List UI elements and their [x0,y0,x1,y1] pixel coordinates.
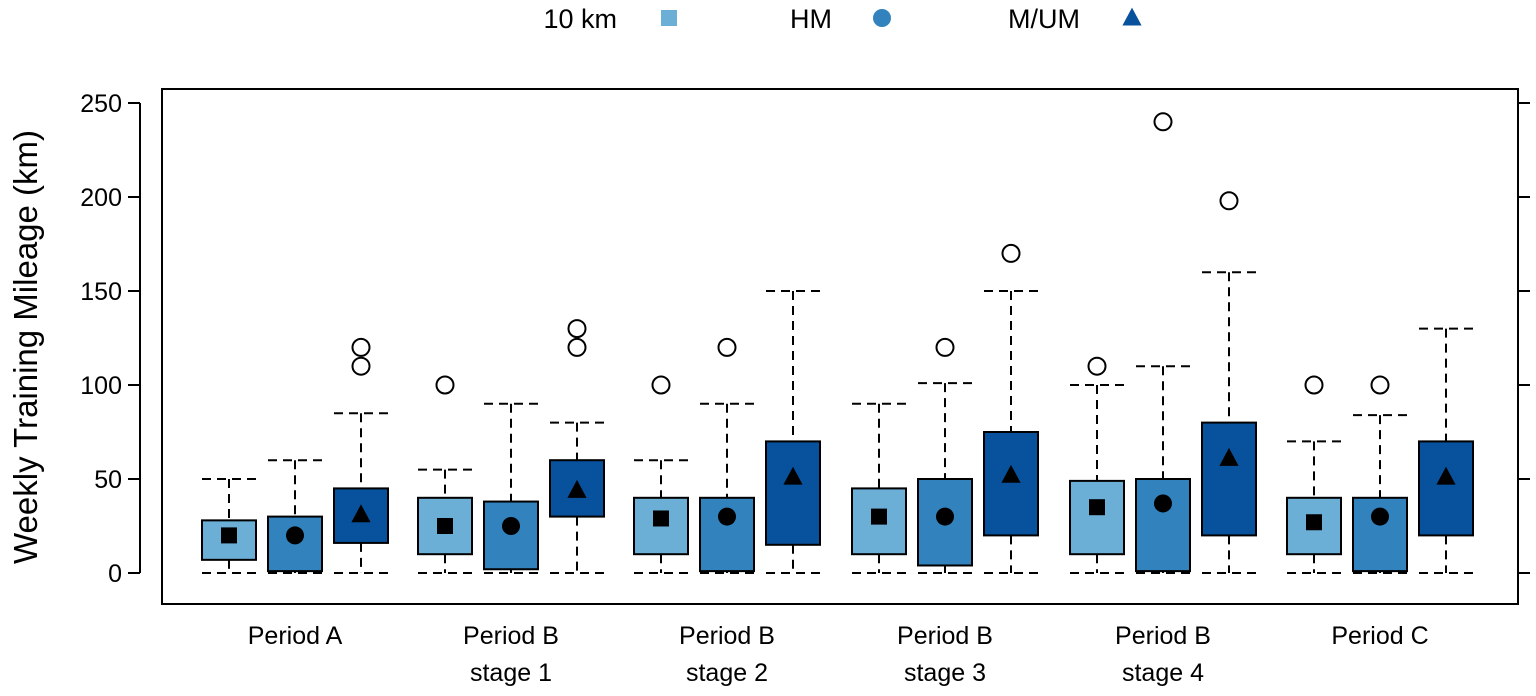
box-10km-group-4 [851,402,907,574]
outlier-point [567,319,587,339]
box-10km-group-2 [417,375,473,574]
box-iqr [1201,421,1257,537]
box-iqr [549,459,605,518]
box-mum-group-5 [1201,191,1257,574]
median-marker-triangle [783,466,803,485]
outlier-point [1219,191,1239,211]
category-label-line: Period C [1331,622,1428,650]
median-marker-circle [502,517,520,535]
median-marker-triangle [567,479,587,498]
legend-item-10km: 10 km [543,4,677,34]
outlier-point [351,356,371,376]
category-label-line: Period B [679,622,775,650]
outlier-point [935,337,955,357]
box-hm-group-5 [1135,112,1191,574]
category-label-1: Period A [248,622,343,650]
y-axis-right-ticks [1518,102,1530,574]
legend-label: M/UM [1008,4,1080,34]
box-iqr [483,500,539,571]
box-hm-group-2 [483,402,539,574]
box-10km-group-5 [1069,356,1125,574]
box-hm-group-3 [699,337,755,574]
outlier-point [717,337,737,357]
legend-item-mum: M/UM [1008,4,1142,34]
y-tick-label: 100 [80,372,122,400]
legend-square-icon [661,10,677,26]
y-tick-label: 50 [94,466,122,494]
legend-circle-icon [873,9,891,27]
outlier-point [1153,112,1173,132]
category-label-4: Period B stage 3 [897,622,993,687]
outlier-point [351,337,371,357]
box-10km-group-1 [201,478,257,574]
plot-frame [161,88,1519,605]
y-tick-label: 250 [80,90,122,118]
legend-label: HM [790,4,832,34]
y-axis: 0 50 100 150 200 250 [80,90,141,588]
median-marker-circle [936,507,954,526]
category-label-3: Period B stage 2 [679,622,775,687]
median-marker-square [437,518,453,534]
category-label-line: Period B [1115,622,1211,650]
box-10km-group-6 [1286,375,1342,574]
box-mum-group-6 [1418,327,1474,574]
box-mum-group-4 [983,243,1039,574]
outlier-point [1087,356,1107,376]
y-tick-label: 0 [108,560,122,588]
outlier-point [651,375,671,395]
y-axis-label: Weekly Training Mileage (km) [7,130,44,564]
median-marker-triangle [1436,466,1456,485]
box-iqr [765,440,821,546]
category-label-line: stage 2 [686,659,768,687]
box-iqr [1069,479,1125,556]
legend: 10 km HM M/UM [543,4,1142,34]
median-marker-circle [1154,494,1172,513]
median-marker-circle [286,526,304,545]
median-marker-square [653,510,669,527]
outlier-point [567,337,587,357]
median-marker-square [1306,514,1322,531]
category-label-line: Period A [248,622,343,650]
category-label-6: Period C [1331,622,1428,650]
y-tick-label: 150 [80,278,122,306]
median-marker-square [871,508,887,525]
median-marker-triangle [1219,447,1239,466]
legend-label: 10 km [543,4,617,34]
median-marker-triangle [351,504,371,523]
category-label-line: stage 3 [904,659,986,687]
box-hm-group-1 [267,459,323,574]
box-hm-group-6 [1352,375,1408,574]
box-mum-group-1 [333,337,389,574]
category-label-line: Period B [897,622,993,650]
median-marker-square [221,527,237,544]
box-10km-group-3 [633,375,689,574]
box-mum-group-3 [765,290,821,574]
median-marker-circle [718,507,736,526]
box-iqr [1135,478,1191,573]
legend-item-hm: HM [790,4,891,34]
outlier-point [1370,375,1390,395]
category-label-5: Period B stage 4 [1115,622,1211,687]
category-label-line: stage 4 [1122,659,1204,687]
box-mum-group-2 [549,319,605,574]
box-iqr [983,431,1039,537]
outlier-point [1304,375,1324,395]
median-marker-square [1089,499,1105,516]
category-label-2: Period B stage 1 [463,622,559,687]
median-marker-circle [1371,507,1389,526]
boxes [201,112,1474,574]
y-tick-label: 200 [80,184,122,212]
median-marker-triangle [1001,464,1021,483]
box-iqr [1418,440,1474,537]
category-label-line: stage 1 [470,659,552,687]
category-label-line: Period B [463,622,559,650]
outlier-point [435,375,455,395]
box-hm-group-4 [917,337,973,574]
outlier-point [1001,243,1021,263]
legend-triangle-icon [1122,7,1142,26]
